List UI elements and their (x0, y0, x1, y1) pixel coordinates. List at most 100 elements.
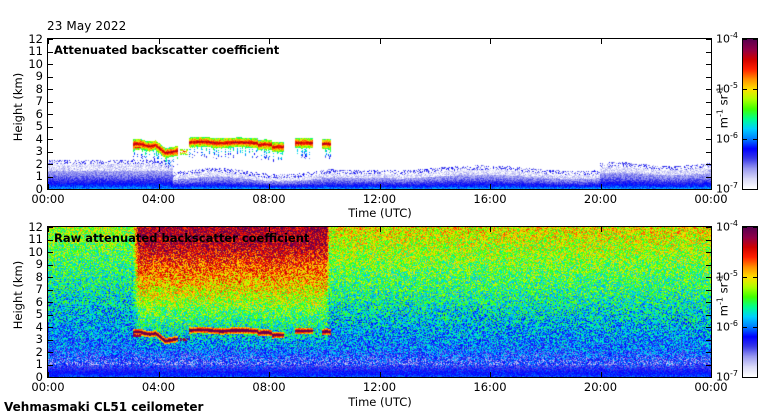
ytick-bottom-7 (48, 290, 53, 291)
ytick-label-top-11: 11 (28, 44, 43, 58)
ytick-label-top-3: 3 (35, 144, 43, 158)
colorbar-bottom-tick--5 (743, 277, 747, 278)
ytick-label-bottom-0: 0 (35, 369, 43, 384)
ytick-label-bottom-12: 12 (28, 219, 43, 234)
ytick-right-top-4 (706, 139, 711, 140)
colorbar-bottom-label--6: 10-6 (716, 319, 738, 334)
ytick-top-8 (48, 89, 53, 90)
xtick-label-bottom-2: 08:00 (252, 380, 286, 394)
ytick-label-bottom-5: 5 (35, 307, 43, 321)
ytick-right-top-2 (706, 164, 711, 165)
ytick-right-bottom-3 (706, 340, 711, 341)
xtick-top-bottom-6 (711, 227, 712, 232)
ytick-right-bottom-5 (706, 315, 711, 316)
xtick-bottom-3 (380, 372, 381, 377)
ytick-right-bottom-2 (706, 352, 711, 353)
xtick-bottom-1 (159, 372, 160, 377)
xtick-label-top-6: 00:00 (694, 192, 728, 206)
xtick-top-bottom-0 (48, 227, 49, 232)
ytick-top-4 (48, 139, 53, 140)
ytick-right-top-5 (706, 127, 711, 128)
ytick-label-top-9: 9 (35, 69, 43, 83)
colorbar-bottom-label--5: 10-5 (716, 269, 738, 284)
panel-top-heatmap (48, 39, 711, 189)
panel-bottom-plot-area (47, 226, 712, 378)
ytick-right-bottom-8 (706, 277, 711, 278)
xtick-label-bottom-1: 04:00 (141, 380, 176, 394)
ytick-right-top-0 (706, 189, 711, 190)
ytick-label-top-12: 12 (28, 31, 43, 46)
xtick-top-top-2 (269, 39, 270, 44)
ytick-right-bottom-7 (706, 290, 711, 291)
xtick-label-bottom-6: 00:00 (694, 380, 728, 394)
colorbar-top-tick-right--6 (753, 139, 757, 140)
ytick-label-bottom-2: 2 (35, 344, 43, 359)
colorbar-bottom (742, 226, 758, 378)
ytick-right-bottom-4 (706, 327, 711, 328)
ytick-top-0 (48, 189, 53, 190)
xtick-top-bottom-1 (159, 227, 160, 232)
ytick-right-top-6 (706, 114, 711, 115)
ytick-top-11 (48, 52, 53, 53)
xtick-top-top-5 (601, 39, 602, 44)
ytick-right-bottom-9 (706, 265, 711, 266)
ytick-label-top-1: 1 (35, 169, 43, 183)
ytick-label-top-2: 2 (35, 156, 43, 171)
panel-bottom-xlabel: Time (UTC) (348, 395, 412, 409)
ytick-top-1 (48, 177, 53, 178)
ytick-top-10 (48, 64, 53, 65)
ytick-bottom-6 (48, 302, 53, 303)
ytick-bottom-10 (48, 252, 53, 253)
colorbar-bottom-tick--4 (743, 227, 747, 228)
xtick-top-1 (159, 184, 160, 189)
ytick-bottom-4 (48, 327, 53, 328)
colorbar-bottom-label--7: 10-7 (716, 369, 738, 384)
xtick-top-0 (48, 184, 49, 189)
ytick-label-top-6: 6 (35, 106, 43, 121)
xtick-top-bottom-4 (490, 227, 491, 232)
colorbar-bottom-gradient (743, 227, 757, 377)
ytick-label-bottom-7: 7 (35, 282, 43, 296)
ytick-right-bottom-11 (706, 240, 711, 241)
xtick-top-6 (711, 184, 712, 189)
ytick-top-3 (48, 152, 53, 153)
xtick-top-top-6 (711, 39, 712, 44)
panel-top-title: Attenuated backscatter coefficient (54, 43, 280, 57)
ytick-right-bottom-0 (706, 377, 711, 378)
ytick-right-top-10 (706, 64, 711, 65)
ytick-label-bottom-8: 8 (35, 269, 43, 284)
xtick-label-bottom-5: 20:00 (583, 380, 618, 394)
xtick-bottom-4 (490, 372, 491, 377)
ytick-top-6 (48, 114, 53, 115)
ytick-label-bottom-4: 4 (35, 319, 43, 334)
colorbar-top-label--5: 10-5 (716, 81, 738, 96)
ytick-bottom-1 (48, 365, 53, 366)
ytick-label-bottom-9: 9 (35, 257, 43, 271)
ytick-label-bottom-10: 10 (28, 244, 43, 259)
xtick-label-bottom-0: 00:00 (31, 380, 65, 394)
xtick-label-top-1: 04:00 (141, 192, 176, 206)
colorbar-top-tick-right--4 (753, 39, 757, 40)
ytick-bottom-11 (48, 240, 53, 241)
colorbar-top-gradient (743, 39, 757, 189)
colorbar-top-tick--7 (743, 189, 747, 190)
ytick-top-9 (48, 77, 53, 78)
ytick-top-12 (48, 39, 53, 40)
panel-bottom-title: Raw attenuated backscatter coefficient (54, 231, 310, 245)
xtick-top-4 (490, 184, 491, 189)
colorbar-bottom-tick-right--4 (753, 227, 757, 228)
xtick-top-2 (269, 184, 270, 189)
xtick-top-top-4 (490, 39, 491, 44)
xtick-bottom-2 (269, 372, 270, 377)
xtick-label-top-5: 20:00 (583, 192, 618, 206)
colorbar-top (742, 38, 758, 190)
ytick-bottom-0 (48, 377, 53, 378)
ytick-right-top-8 (706, 89, 711, 90)
xtick-top-bottom-5 (601, 227, 602, 232)
xtick-bottom-5 (601, 372, 602, 377)
ytick-right-top-11 (706, 52, 711, 53)
xtick-label-bottom-4: 16:00 (473, 380, 507, 394)
ytick-top-5 (48, 127, 53, 128)
ytick-bottom-9 (48, 265, 53, 266)
